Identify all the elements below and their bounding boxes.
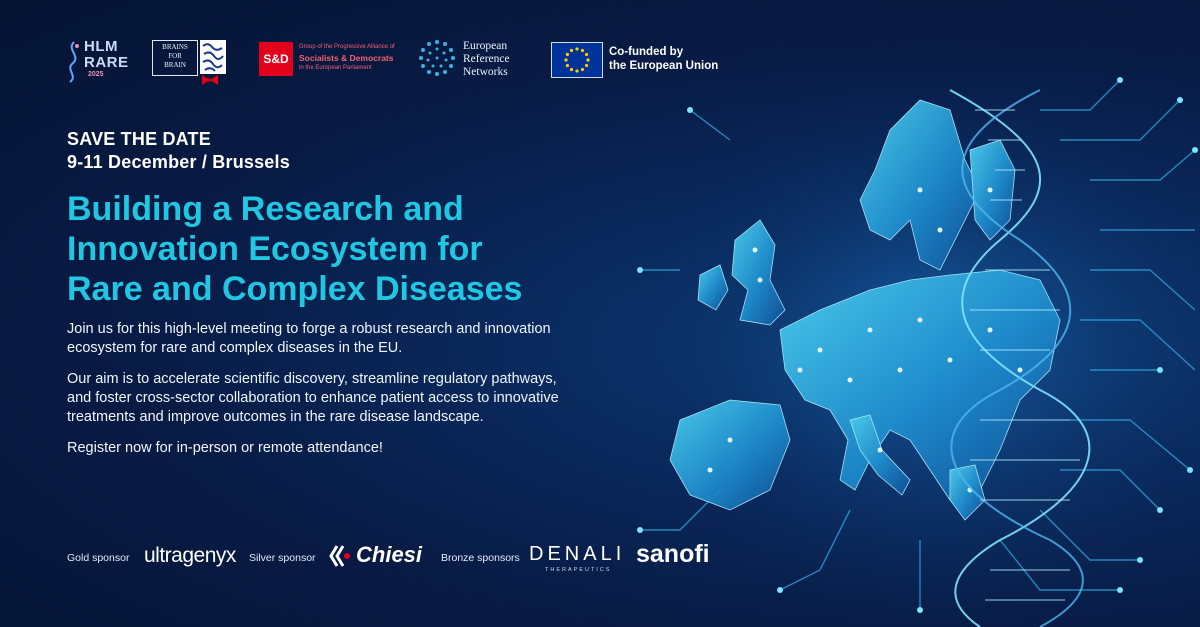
city-lights [707, 187, 1023, 493]
sd-line3: in the European Parliament [299, 65, 372, 71]
eu-star [580, 48, 585, 53]
ern-dots-icon [419, 40, 455, 76]
sd-badge: S&D [259, 42, 293, 76]
b4b-line2: FOR [168, 52, 182, 60]
ern-line2: Reference [463, 53, 510, 65]
sd-line2: Socialists & Democrats [299, 53, 394, 63]
eu-star [586, 58, 590, 62]
eu-flag-icon [551, 42, 603, 78]
dna-helix [949, 89, 1091, 627]
eu-star [575, 47, 579, 51]
chiesi-logo: Chiesi [356, 542, 423, 567]
partner-logos: HLM RARE 2025 BRAINS FOR BRAIN S&D Group… [64, 36, 744, 88]
headline-line3: Rare and Complex Diseases [67, 270, 523, 308]
b4b-line3: BRAIN [164, 61, 186, 69]
silver-sponsor-label: Silver sponsor [249, 552, 316, 564]
headline: Building a Research and Innovation Ecosy… [67, 189, 637, 309]
bow-icon [202, 75, 218, 85]
eu-star [569, 67, 574, 72]
hlm-line2: RARE [84, 54, 129, 71]
b4b-text-box: BRAINS FOR BRAIN [152, 40, 198, 76]
eu-star [564, 58, 568, 62]
eu-text: Co-funded by the European Union [609, 45, 718, 73]
eu-star [575, 69, 579, 73]
circuit-lines [640, 79, 1196, 610]
ultragenyx-logo: ultragenyx [144, 544, 236, 567]
ern-logo: European Reference Networks [417, 38, 532, 82]
circuit-nodes [637, 77, 1198, 613]
eu-star [565, 52, 570, 57]
headline-line1: Building a Research and [67, 190, 464, 228]
bronze-sponsors-label: Bronze sponsors [441, 552, 520, 564]
body-paragraph-1: Join us for this high-level meeting to f… [67, 321, 551, 356]
hlm-line1: HLM [84, 38, 118, 55]
save-the-date: SAVE THE DATE 9-11 December / Brussels [67, 128, 290, 174]
sd-group-logo: S&D Group of the Progressive Alliance of… [259, 42, 419, 78]
denali-subtitle: THERAPEUTICS [545, 567, 612, 573]
body-paragraph-2: Our aim is to accelerate scientific disc… [67, 371, 559, 425]
ern-line1: European [463, 40, 508, 52]
eu-star [565, 63, 570, 68]
eu-cofunded-logo: Co-funded by the European Union [551, 42, 731, 78]
event-date-location: 9-11 December / Brussels [67, 152, 290, 172]
europe-map [669, 99, 1061, 521]
hlm-rare-logo: HLM RARE 2025 [64, 36, 134, 88]
b4b-line1: BRAINS [162, 43, 188, 51]
hlm-year: 2025 [88, 71, 104, 78]
body-paragraph-3: Register now for in-person or remote att… [67, 440, 383, 456]
gold-sponsor-label: Gold sponsor [67, 552, 130, 564]
brain-icon [200, 40, 226, 74]
eu-line1: Co-funded by [609, 46, 684, 58]
ern-line3: Networks [463, 66, 508, 78]
eu-line2: the European Union [609, 60, 719, 72]
save-the-date-title: SAVE THE DATE [67, 129, 211, 149]
dna-rungs [970, 109, 1080, 601]
brains-for-brain-logo: BRAINS FOR BRAIN [152, 40, 226, 86]
ern-text: European Reference Networks [463, 40, 510, 79]
denali-logo: DENALI [529, 543, 626, 565]
eu-star [569, 48, 574, 53]
body-text: Join us for this high-level meeting to f… [67, 320, 567, 470]
swirl-icon [69, 41, 79, 83]
eu-star [580, 67, 585, 72]
europe-dna-illustration [620, 70, 1200, 627]
eu-star [584, 63, 589, 68]
headline-line2: Innovation Ecosystem for [67, 230, 483, 268]
chiesi-icon [329, 545, 350, 567]
sd-line1: Group of the Progressive Alliance of [299, 44, 395, 50]
eu-star [584, 52, 589, 57]
